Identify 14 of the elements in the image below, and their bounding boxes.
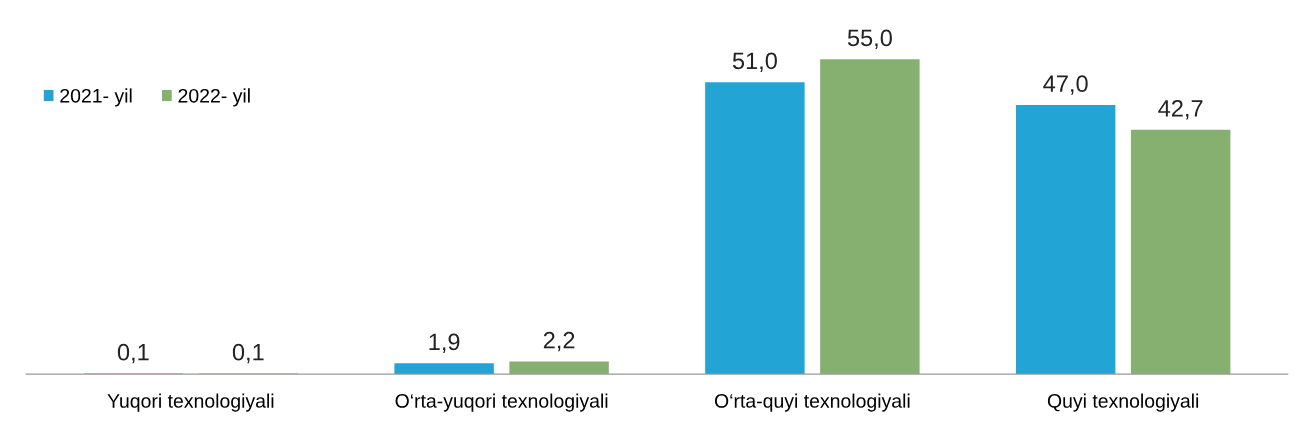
data-label: 1,9 [429, 333, 460, 354]
legend-label: 2022- yil [178, 88, 250, 107]
data-label: 42,7 [1158, 99, 1203, 120]
data-label: 0,1 [232, 343, 264, 364]
data-label: 2,2 [543, 331, 575, 352]
data-label: 51,0 [732, 52, 777, 72]
data-label: 47,0 [1043, 75, 1088, 95]
x-tick-label: O‘rta-quyi texnologiyali [714, 393, 910, 412]
x-tick-label: O‘rta-yuqori texnologiyali [395, 393, 608, 412]
data-label: 55,0 [847, 29, 892, 50]
data-label: 0,1 [117, 343, 149, 364]
legend-label: 2021- yil [60, 88, 132, 107]
x-tick-label: Yuqori texnologiyali [107, 393, 274, 412]
x-tick-label: Quyi texnologiyali [1047, 393, 1199, 412]
